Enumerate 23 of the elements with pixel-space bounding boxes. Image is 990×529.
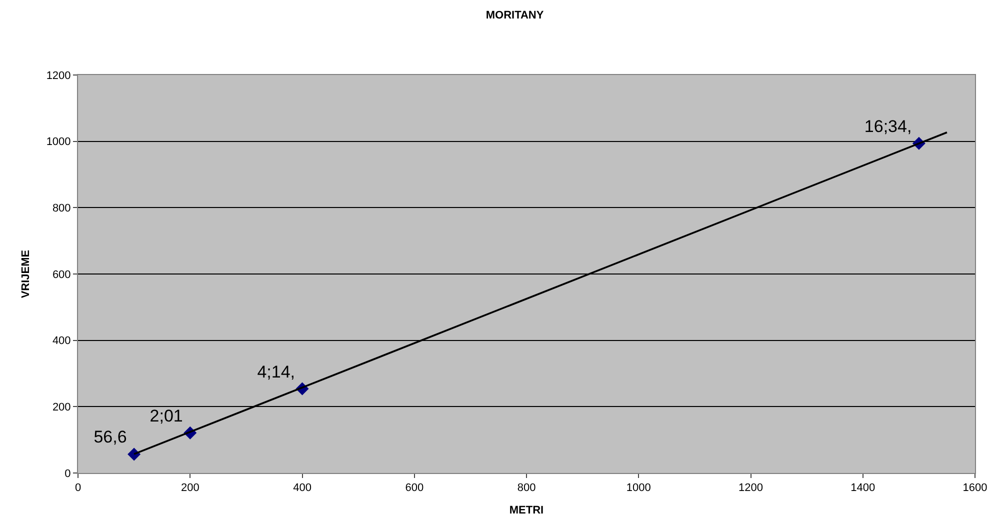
- y-tick-label: 1200: [46, 70, 71, 82]
- y-tick-label: 600: [52, 268, 71, 281]
- y-tick-label: 400: [52, 335, 71, 348]
- data-label: 16;34,: [864, 116, 912, 136]
- chart-title: MORITANY: [486, 9, 544, 22]
- x-tick-label: 400: [293, 482, 312, 494]
- y-tick-label: 200: [52, 402, 71, 414]
- data-label: 4;14,: [257, 362, 295, 382]
- data-label: 2;01: [150, 406, 183, 426]
- y-axis-title: VRIJEME: [20, 250, 32, 298]
- x-tick-label: 600: [405, 482, 424, 494]
- x-tick-label: 1600: [962, 482, 988, 494]
- x-tick-label: 200: [180, 482, 200, 494]
- x-tick-label: 800: [517, 482, 536, 494]
- x-axis-title: METRI: [509, 504, 544, 516]
- x-tick-label: 1400: [850, 482, 876, 494]
- data-label: 56,6: [94, 428, 127, 447]
- y-tick-label: 0: [64, 468, 71, 480]
- x-tick-label: 0: [74, 482, 82, 494]
- y-tick-label: 800: [52, 202, 71, 215]
- y-tick-label: 1000: [46, 136, 71, 148]
- x-tick-label: 1200: [738, 482, 763, 494]
- x-tick-label: 1000: [626, 482, 651, 494]
